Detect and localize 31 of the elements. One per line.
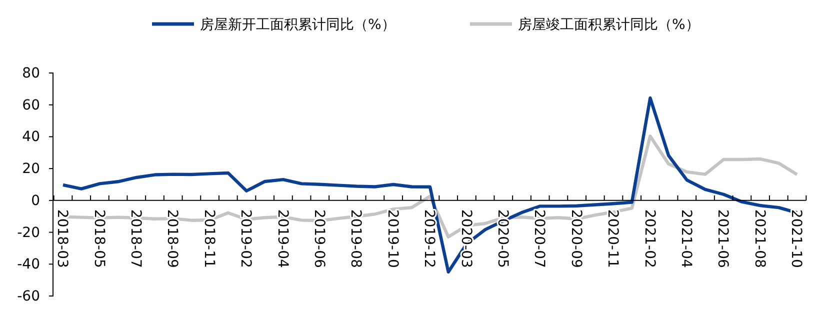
- y-tick-label: 0: [31, 192, 40, 209]
- y-tick-label: 60: [22, 97, 40, 114]
- x-tick-label: 2020-07: [531, 209, 548, 268]
- legend-label: 房屋竣工面积累计同比（%）: [518, 16, 700, 33]
- y-tick-label: -20: [17, 224, 40, 241]
- x-tick-label: 2021-04: [678, 209, 694, 268]
- x-tick-label: 2019-10: [384, 209, 400, 268]
- y-tick-label: -40: [17, 256, 40, 273]
- y-tick-label: 80: [22, 65, 40, 82]
- x-tick-label: 2018-09: [164, 209, 180, 268]
- x-tick-label: 2020-09: [568, 209, 584, 268]
- x-tick-label: 2018-11: [200, 209, 217, 268]
- x-tick-label: 2019-04: [274, 209, 290, 268]
- x-tick-label: 2021-08: [751, 209, 768, 268]
- x-tick-label: 2019-12: [421, 209, 438, 268]
- x-tick-label: 2019-06: [311, 209, 327, 268]
- x-tick-label: 2021-02: [641, 209, 658, 268]
- x-tick-label: 2020-03: [458, 209, 474, 268]
- x-tick-label: 2020-05: [494, 209, 510, 268]
- x-tick-label: 2019-02: [238, 209, 254, 268]
- y-tick-label: 40: [22, 129, 40, 146]
- x-tick-label: 2018-05: [90, 209, 107, 268]
- x-tick-label: 2018-07: [128, 209, 144, 268]
- x-tick-label: 2020-11: [604, 209, 621, 268]
- x-tick-label: 2018-03: [54, 209, 70, 268]
- y-tick-label: 20: [22, 161, 40, 178]
- x-tick-label: 2019-08: [348, 209, 364, 268]
- x-tick-label: 2021-06: [714, 209, 731, 268]
- legend-label: 房屋新开工面积累计同比（%）: [200, 16, 396, 33]
- x-tick-label: 2021-10: [788, 209, 804, 268]
- y-tick-label: -60: [17, 288, 40, 304]
